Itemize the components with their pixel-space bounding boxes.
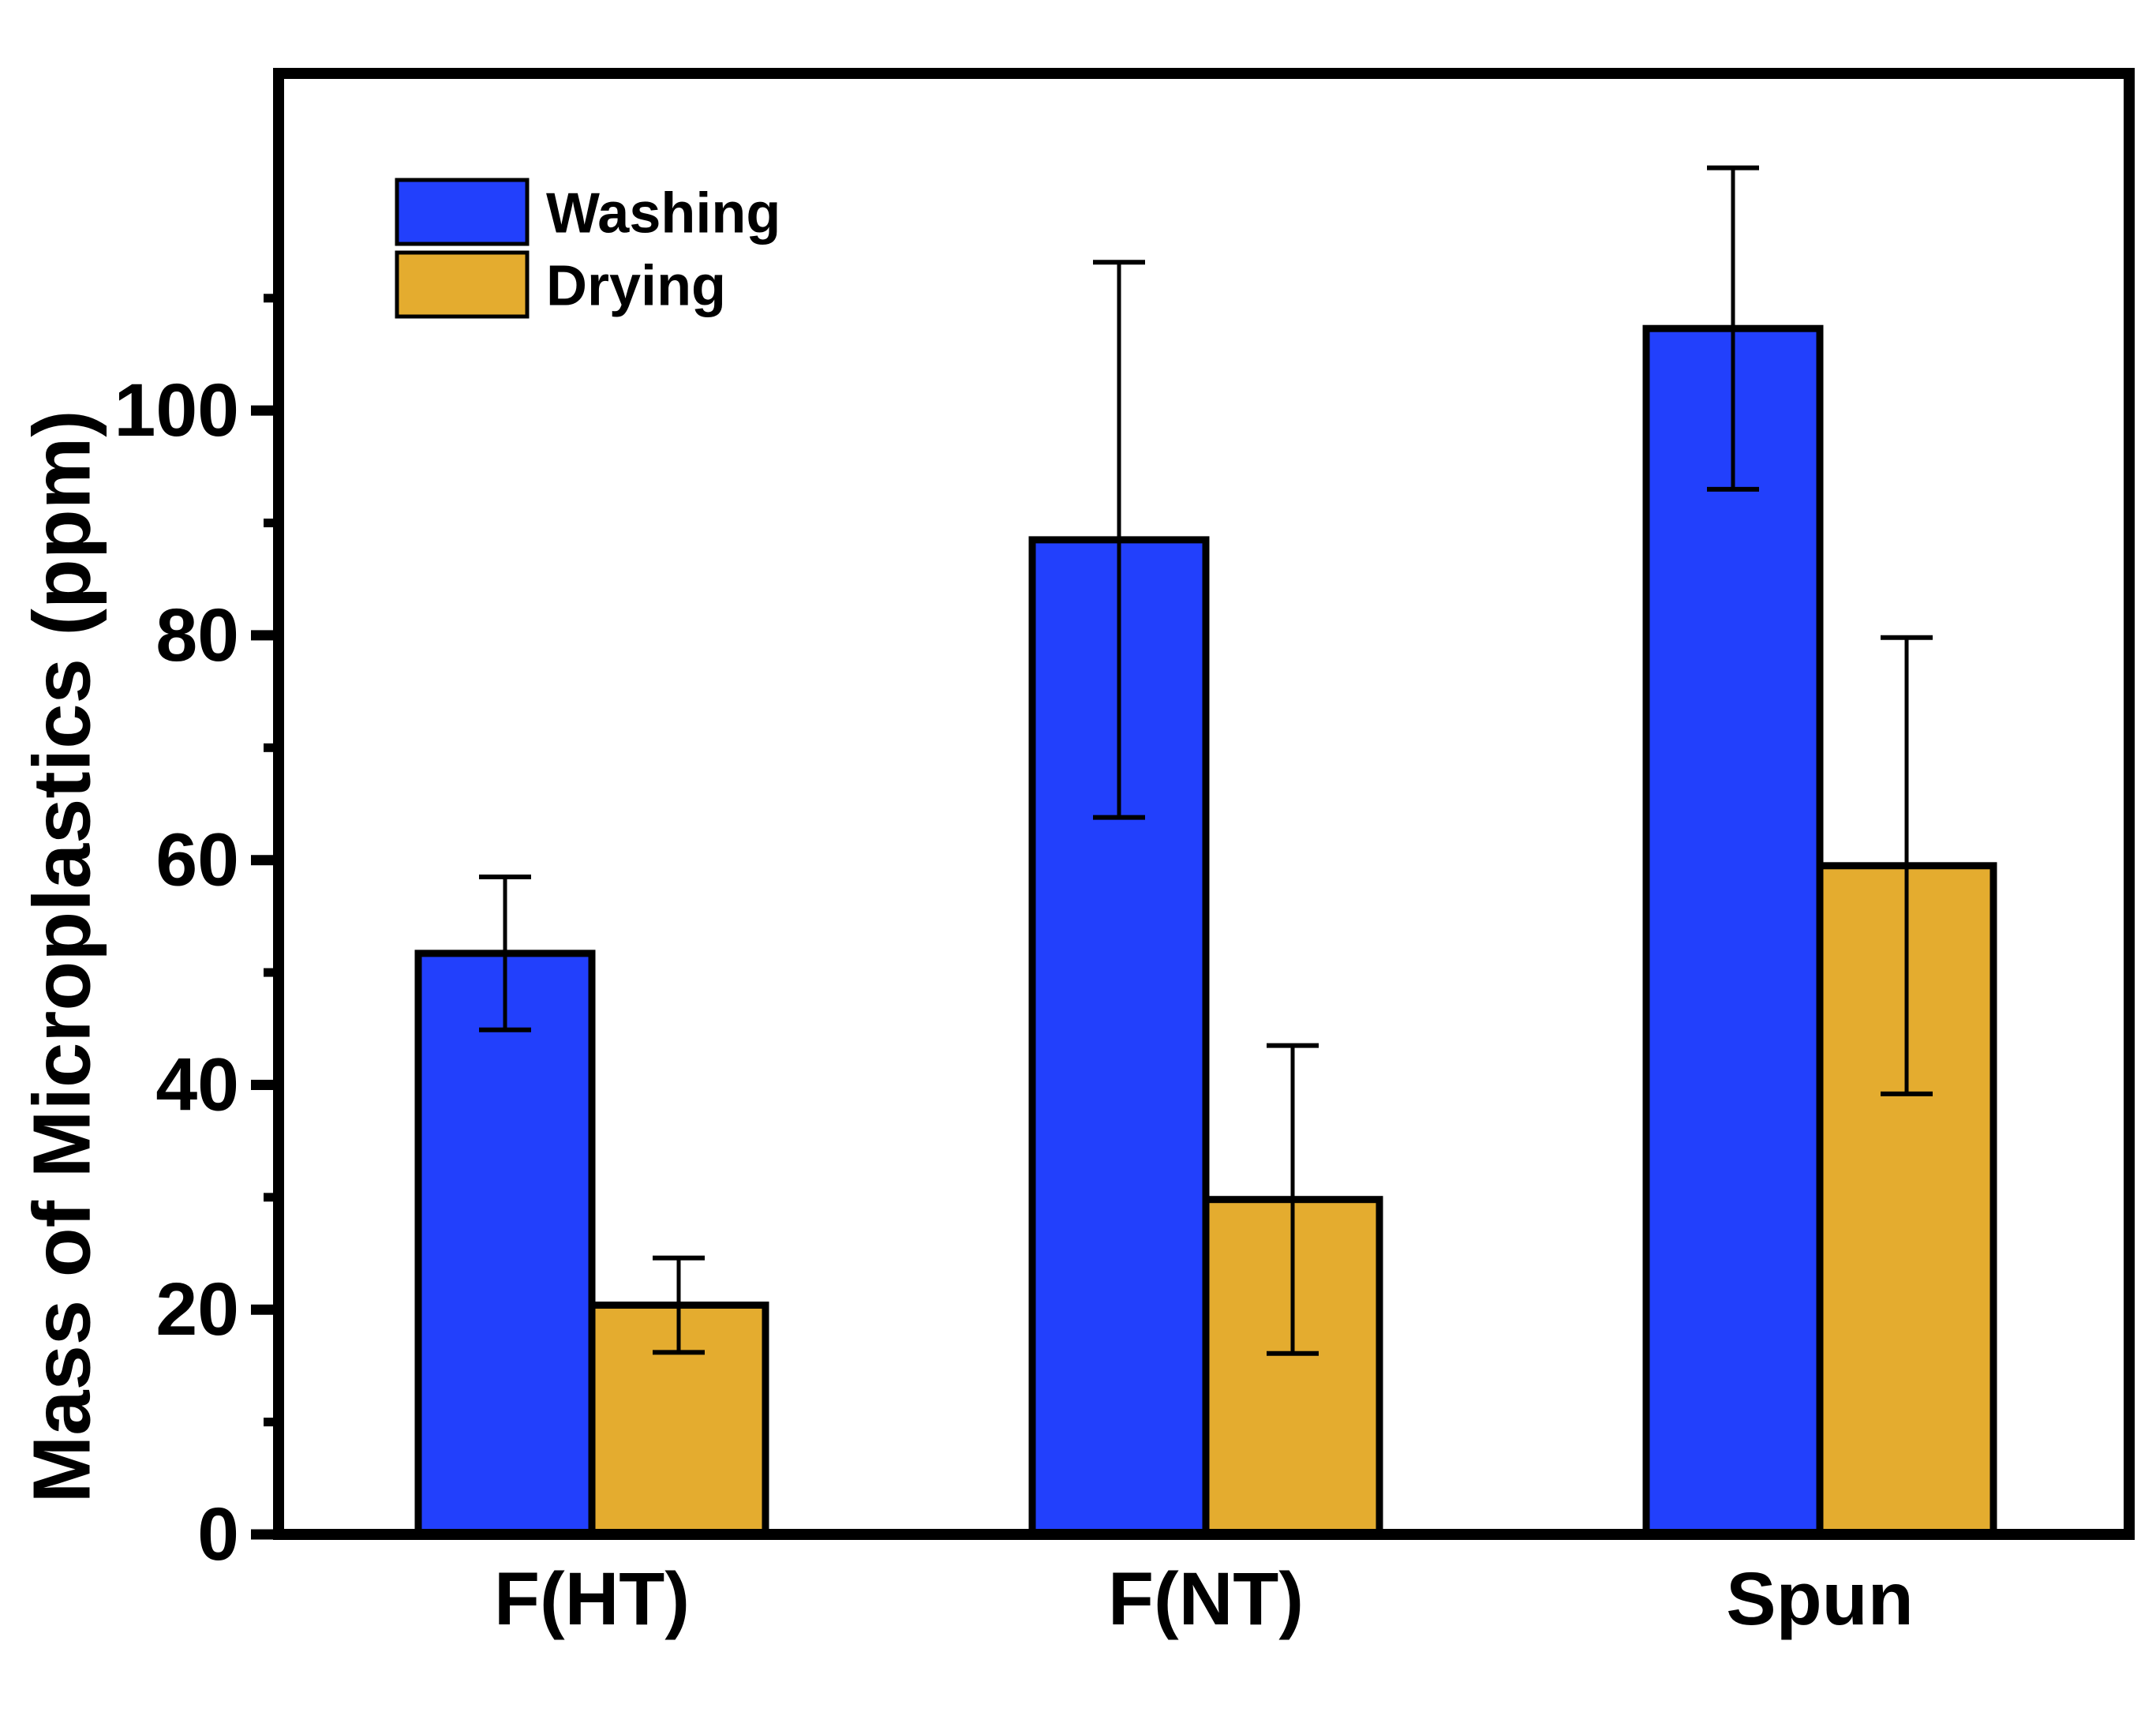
y-tick-label-80: 80 (155, 594, 239, 677)
y-tick-label-40: 40 (155, 1043, 239, 1126)
x-tick-label-spun: Spun (1726, 1557, 1913, 1641)
y-axis-title: Mass of Microplastics (ppm) (17, 410, 107, 1503)
x-tick-label-f-nt: F(NT) (1108, 1557, 1304, 1641)
legend-swatch-drying (395, 250, 530, 319)
y-tick-label-100: 100 (114, 369, 239, 452)
bar-washing-spun (1642, 324, 1824, 1538)
y-tick-label-20: 20 (155, 1268, 239, 1351)
legend-swatch-washing (395, 178, 530, 246)
plot-frame (273, 68, 2135, 1540)
x-tick-label-f-ht: F(HT) (494, 1557, 690, 1641)
y-tick-label-60: 60 (155, 819, 239, 902)
legend-label-drying: Drying (546, 255, 726, 318)
y-tick-label-0: 0 (197, 1493, 239, 1576)
legend-label-washing: Washing (546, 182, 780, 245)
bar-washing-f-ht (414, 950, 596, 1538)
